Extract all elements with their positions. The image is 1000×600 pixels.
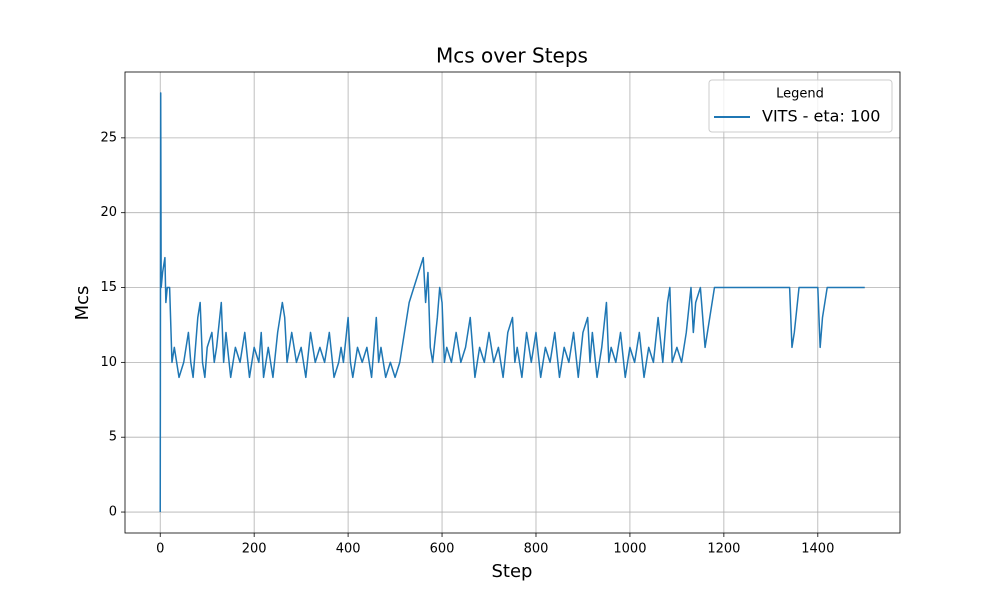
- y-tick-label: 10: [100, 355, 117, 370]
- line-series: [159, 92, 865, 513]
- x-tick-label: 800: [524, 542, 549, 557]
- y-tick-label: 0: [109, 505, 117, 520]
- x-tick-label: 1000: [613, 542, 646, 557]
- y-tick-label: 15: [100, 280, 117, 295]
- legend-label: VITS - eta: 100: [762, 107, 880, 126]
- grid: [125, 72, 900, 533]
- x-tick-label: 0: [156, 542, 164, 557]
- x-axis-label: Step: [492, 561, 533, 582]
- legend: Legend VITS - eta: 100: [708, 79, 893, 133]
- x-tick-label: 1200: [707, 542, 740, 557]
- x-tick-label: 1400: [801, 542, 834, 557]
- legend-title: Legend: [776, 87, 824, 102]
- chart-title: Mcs over Steps: [436, 44, 588, 68]
- x-tick-label: 600: [430, 542, 455, 557]
- y-tick-label: 25: [100, 130, 117, 145]
- y-tick-label: 5: [109, 430, 117, 445]
- axes-frame: [124, 71, 901, 534]
- y-axis-label: Mcs: [72, 286, 93, 321]
- plot: [159, 92, 865, 513]
- legend-box: [708, 79, 893, 133]
- x-tick-label: 400: [336, 542, 361, 557]
- x-tick-label: 200: [242, 542, 267, 557]
- y-tick-label: 20: [100, 205, 117, 220]
